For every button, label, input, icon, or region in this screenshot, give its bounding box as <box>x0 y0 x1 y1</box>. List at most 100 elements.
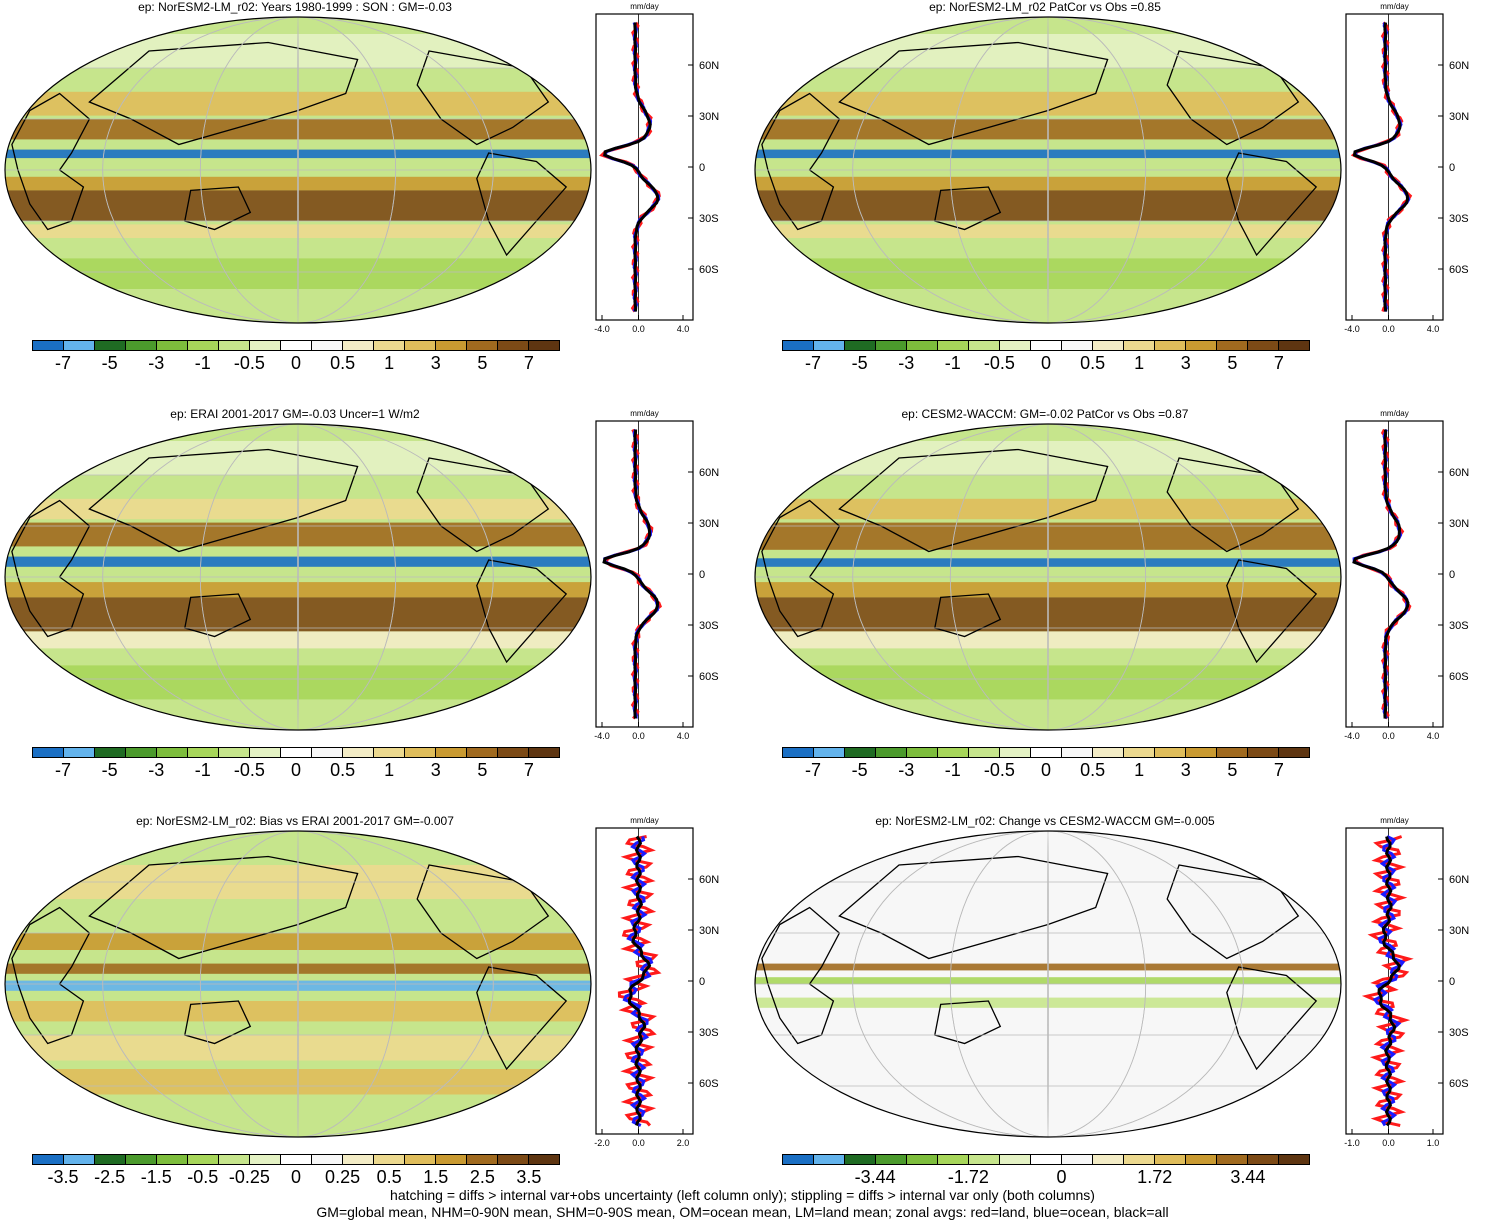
colorbar-swatch <box>219 1155 250 1164</box>
precip-band <box>755 224 1341 238</box>
continent-outline <box>11 906 91 1045</box>
x-tick-label: 4.0 <box>1427 324 1440 334</box>
colorbar-swatch <box>1217 748 1248 757</box>
lat-label: 60N <box>699 874 719 886</box>
zonal-unit-label: mm/day <box>1380 2 1408 11</box>
colorbar-label: -1.5 <box>140 1167 172 1187</box>
colorbar-swatch <box>312 1155 343 1164</box>
colorbar-swatch <box>312 341 343 350</box>
colorbar-label: -5 <box>101 760 118 780</box>
precip-band <box>5 933 591 950</box>
colorbar-swatch <box>938 341 969 350</box>
precip-band <box>755 558 1341 567</box>
colorbar-swatch <box>876 748 907 757</box>
colorbar <box>32 1154 560 1165</box>
colorbar-swatch <box>250 748 281 757</box>
longitude-line <box>199 831 397 1137</box>
lat-label: 60N <box>1449 60 1469 72</box>
footer-note-2: GM=global mean, NHM=0-90N mean, SHM=0-90… <box>316 1204 1169 1220</box>
precip-band <box>755 498 1341 520</box>
precip-band <box>5 149 591 159</box>
colorbar-label: 0.5 <box>1080 760 1106 780</box>
panel-change-vs-cesm2: ep: NorESM2-LM_r02: Change vs CESM2-WACC… <box>750 814 1485 1221</box>
colorbar-label: -0.5 <box>983 353 1015 373</box>
colorbar-label: 7 <box>1273 760 1284 780</box>
colorbar-label: 2.5 <box>469 1167 495 1187</box>
colorbar-label: 1.5 <box>423 1167 449 1187</box>
colorbar-swatch <box>814 341 845 350</box>
colorbar-swatch <box>1279 1155 1309 1164</box>
lat-label: 60S <box>699 264 719 276</box>
colorbar-swatch <box>405 1155 436 1164</box>
map-outline <box>754 830 1342 1138</box>
colorbar-swatch <box>33 748 64 757</box>
colorbar-labels: -7 -5 -3 -1 -0.5 0 0.5 1 3 5 7 <box>782 352 1310 376</box>
colorbar-swatch <box>436 748 467 757</box>
colorbar-swatch <box>1062 748 1093 757</box>
lat-label: 60N <box>699 467 719 479</box>
colorbar-swatch <box>1031 341 1062 350</box>
precip-band <box>5 963 591 974</box>
x-tick-label: 4.0 <box>677 731 690 741</box>
colorbar-swatch <box>938 1155 969 1164</box>
precip-band <box>5 119 591 140</box>
longitude-line <box>852 17 1244 323</box>
map-outline <box>4 830 592 1138</box>
colorbar-swatch <box>188 748 219 757</box>
lat-label: 60S <box>699 1078 719 1090</box>
colorbar-swatch <box>1186 341 1217 350</box>
zonal-mean-plot: mm/day -1.0 0.0 1.0 60N 30N 0 30S 60S <box>1338 814 1485 1154</box>
colorbar-swatch <box>1155 341 1186 350</box>
longitude-line <box>297 831 299 1137</box>
colorbar-label: -0.5 <box>187 1167 219 1187</box>
colorbar-labels: -3.5 -2.5 -1.5 -0.5 -0.25 0 0.25 0.5 1.5 2.5 3.5 <box>32 1166 560 1190</box>
colorbar-label: -3 <box>898 353 915 373</box>
colorbar-swatch <box>1062 1155 1093 1164</box>
precip-band <box>755 631 1341 649</box>
colorbar-swatch <box>219 748 250 757</box>
colorbar-swatch <box>783 341 814 350</box>
zonal-mean-plot: mm/day -4.0 0.0 4.0 60N 30N 0 30S 60S <box>1338 407 1485 747</box>
longitude-line <box>949 424 1147 730</box>
colorbar-label: 0 <box>290 353 302 373</box>
colorbar-label: 3 <box>430 760 441 780</box>
precip-band <box>755 190 1341 221</box>
panel-title: ep: ERAI 2001-2017 GM=-0.03 Uncer=1 W/m2 <box>170 407 420 421</box>
precip-map <box>0 421 596 733</box>
colorbar-swatch <box>783 748 814 757</box>
colorbar-swatch <box>436 1155 467 1164</box>
colorbar-label: 3 <box>1180 760 1191 780</box>
precip-band <box>755 522 1341 550</box>
x-tick-label: 0.0 <box>632 324 645 334</box>
panel-title: ep: NorESM2-LM_r02: Bias vs ERAI 2001-20… <box>136 814 454 828</box>
colorbar-swatch <box>498 341 529 350</box>
lat-label: 0 <box>1449 569 1455 581</box>
x-tick-label: 0.0 <box>632 1138 645 1148</box>
colorbar-swatch <box>814 748 845 757</box>
lat-label: 0 <box>699 976 705 988</box>
colorbar-swatch <box>1279 341 1309 350</box>
x-tick-label: -1.0 <box>1344 1138 1360 1148</box>
colorbar-swatch <box>1248 341 1279 350</box>
precip-band <box>755 963 1341 971</box>
colorbar-swatch <box>281 748 312 757</box>
colorbar-swatch <box>343 1155 374 1164</box>
continent-outline <box>11 92 91 231</box>
precip-band <box>5 224 591 238</box>
zonal-all-curve <box>1352 429 1410 719</box>
lat-label: 60N <box>1449 874 1469 886</box>
panel-title: ep: CESM2-WACCM: GM=-0.02 PatCor vs Obs … <box>901 407 1189 421</box>
continent-outline <box>1226 559 1318 664</box>
precip-band <box>5 582 591 598</box>
x-tick-label: -4.0 <box>1344 731 1360 741</box>
colorbar <box>782 1154 1310 1165</box>
precip-band <box>5 176 591 191</box>
colorbar-label: 7 <box>523 353 534 373</box>
panel-model-patcor: ep: NorESM2-LM_r02 PatCor vs Obs =0.85 m… <box>750 0 1485 407</box>
colorbar-labels: -3.44 -1.72 0 1.72 3.44 <box>782 1166 1310 1190</box>
colorbar-labels: -7 -5 -3 -1 -0.5 0 0.5 1 3 5 7 <box>32 759 560 783</box>
colorbar-swatch <box>95 341 126 350</box>
precip-band <box>5 1069 591 1095</box>
x-tick-label: -4.0 <box>1344 324 1360 334</box>
colorbar-label: -1 <box>944 353 961 373</box>
